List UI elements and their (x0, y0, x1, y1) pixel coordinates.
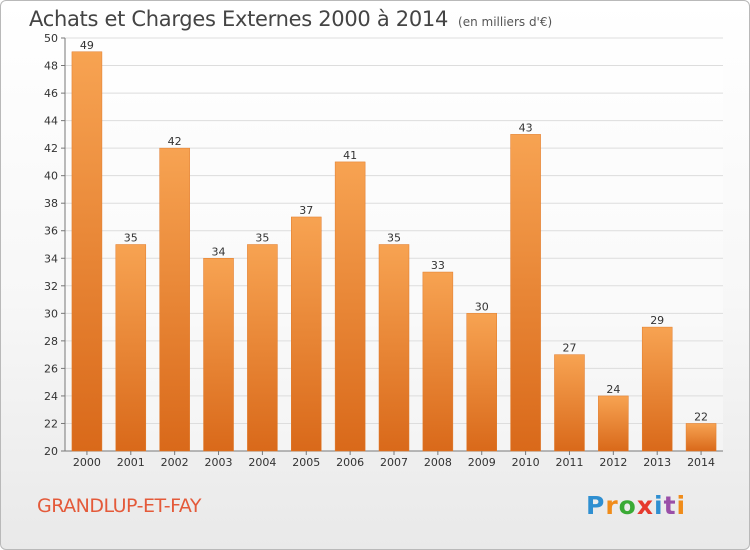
bar-value-label: 49 (80, 39, 94, 52)
logo-letter: t (663, 491, 677, 520)
place-name: GRANDLUP-ET-FAY (37, 495, 201, 517)
logo-letter: o (618, 491, 637, 520)
y-tick-label: 32 (44, 280, 58, 293)
y-tick-label: 50 (44, 32, 58, 45)
bar (203, 258, 234, 452)
bar (159, 147, 190, 452)
logo-letter: i (676, 491, 687, 520)
bar-value-label: 42 (168, 135, 182, 148)
x-tick-label: 2011 (555, 456, 583, 469)
logo-letter: x (636, 491, 654, 520)
x-tick-label: 2014 (687, 456, 715, 469)
y-tick-label: 34 (44, 252, 58, 265)
bar-value-label: 37 (299, 204, 313, 217)
bar (466, 313, 497, 452)
y-tick-label: 38 (44, 197, 58, 210)
bar (598, 395, 629, 452)
x-tick-label: 2002 (161, 456, 189, 469)
x-tick-label: 2004 (248, 456, 276, 469)
x-tick-label: 2007 (380, 456, 408, 469)
bar-value-label: 35 (124, 232, 138, 245)
y-tick-label: 48 (44, 60, 58, 73)
y-tick-label: 28 (44, 335, 58, 348)
x-tick-label: 2009 (468, 456, 496, 469)
bar (378, 244, 410, 452)
bar (685, 423, 717, 452)
bar-value-label: 35 (255, 232, 269, 245)
logo-letter: P (586, 491, 606, 520)
bar (247, 244, 278, 452)
proxiti-logo: Proxiti (586, 491, 686, 520)
y-tick-label: 26 (44, 362, 58, 375)
y-tick-label: 30 (44, 307, 58, 320)
bar (641, 326, 673, 452)
x-tick-label: 2005 (292, 456, 320, 469)
logo-letter: i (654, 491, 664, 520)
y-tick-label: 24 (44, 390, 58, 403)
bar (554, 354, 585, 452)
y-tick-label: 46 (44, 87, 58, 100)
bar (71, 51, 103, 452)
bar-value-label: 34 (212, 245, 226, 258)
bar-value-label: 30 (475, 300, 489, 313)
bar (291, 216, 322, 452)
chart-title: Achats et Charges Externes 2000 à 2014 (29, 7, 449, 31)
bar-value-label: 29 (650, 314, 664, 327)
bar (510, 134, 541, 452)
y-tick-label: 36 (44, 225, 58, 238)
bar (334, 161, 366, 452)
bar (115, 244, 147, 452)
x-tick-label: 2001 (117, 456, 145, 469)
y-tick-label: 20 (44, 445, 58, 458)
y-tick-label: 42 (44, 142, 58, 155)
bar-value-label: 41 (343, 149, 357, 162)
x-tick-label: 2010 (512, 456, 540, 469)
bar-value-label: 24 (606, 383, 620, 396)
x-tick-label: 2008 (424, 456, 452, 469)
x-tick-label: 2013 (643, 456, 671, 469)
logo-letter: r (605, 491, 619, 520)
y-tick-label: 44 (44, 115, 58, 128)
y-tick-label: 40 (44, 170, 58, 183)
bar-value-label: 35 (387, 232, 401, 245)
bar-value-label: 22 (694, 410, 708, 423)
y-tick-label: 22 (44, 417, 58, 430)
x-tick-label: 2006 (336, 456, 364, 469)
chart-title-block: Achats et Charges Externes 2000 à 2014 (e… (29, 7, 552, 31)
x-tick-label: 2000 (73, 456, 101, 469)
chart-subtitle: (en milliers d'€) (458, 15, 553, 29)
bar (422, 271, 454, 452)
bar-value-label: 33 (431, 259, 445, 272)
x-tick-label: 2003 (205, 456, 233, 469)
x-tick-label: 2012 (599, 456, 627, 469)
bar-value-label: 43 (519, 121, 533, 134)
bar-value-label: 27 (562, 342, 576, 355)
